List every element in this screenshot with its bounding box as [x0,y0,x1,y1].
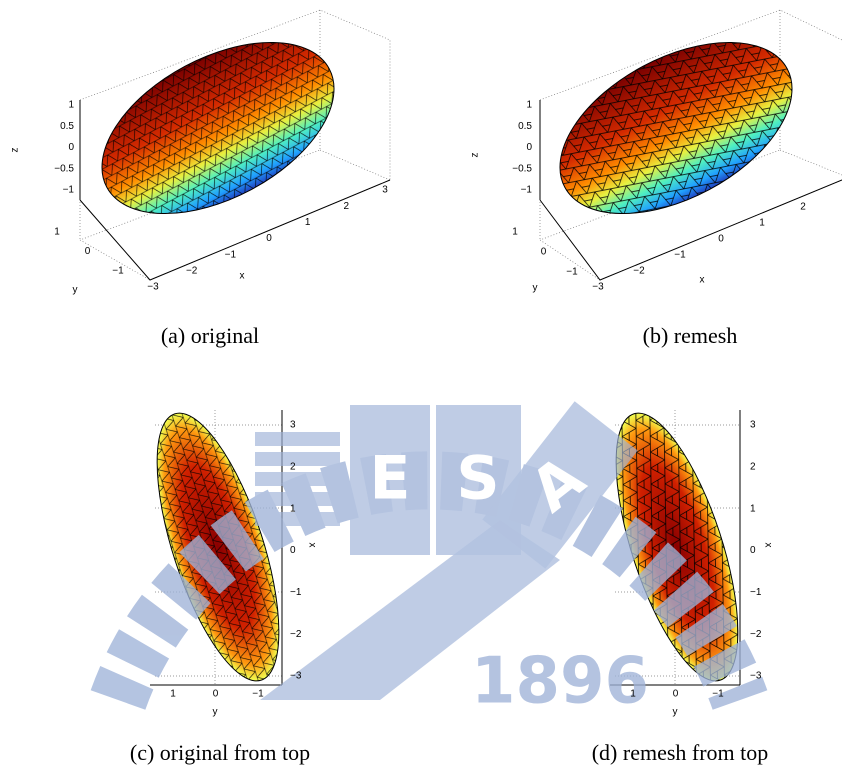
x-tick-label: −3 [147,282,159,293]
y-tick-label: −1 [252,689,264,700]
x-tick-label: 0 [266,233,272,244]
x-tick-label: 1 [290,503,296,514]
x-tick-label: −2 [750,629,762,640]
z-tick-label: −0.5 [54,163,74,174]
y-tick-label: −1 [712,689,724,700]
z-axis-label: z [470,153,481,158]
z-tick-label: 0 [526,142,532,153]
x-tick-label: 3 [750,420,756,431]
y-tick-label: 1 [512,227,518,238]
ellipsoid-a [74,7,362,249]
x-axis-label: x [700,275,705,286]
y-tick-label: −1 [112,266,124,277]
x-tick-label: 2 [750,461,756,472]
y-axis-label: y [673,707,678,718]
ellipsoid-b [532,7,820,249]
figure: E S A 1896 −3−2−1012310−110.50−0.5−1xyz(… [0,0,842,773]
x-tick-label: 2 [800,202,806,213]
y-axis-label: y [73,285,78,296]
y-tick-label: 0 [85,246,91,257]
x-tick-label: 0 [290,545,296,556]
x-tick-label: −1 [750,587,762,598]
z-tick-label: 1 [68,100,74,111]
x-tick-label: 3 [290,420,296,431]
z-tick-label: 0.5 [518,121,532,132]
z-tick-label: 0.5 [60,121,74,132]
y-axis-label: y [533,283,538,294]
x-tick-label: 0 [750,545,756,556]
x-tick-label: −3 [592,282,604,293]
y-tick-label: 0 [541,247,547,258]
y-tick-label: 1 [54,227,60,238]
x-tick-label: 2 [344,201,350,212]
x-tick-label: 1 [759,218,765,229]
x-tick-label: 1 [750,503,756,514]
z-tick-label: −1 [63,185,75,196]
x-tick-label: 0 [718,234,724,245]
y-tick-label: 1 [170,689,176,700]
z-axis-label: z [10,148,21,153]
caption: (c) original from top [130,740,310,765]
x-tick-label: −1 [290,587,302,598]
x-tick-label: 1 [305,217,311,228]
x-tick-label: −3 [290,671,302,682]
caption: (d) remesh from top [592,740,769,765]
z-tick-label: −0.5 [512,163,532,174]
x-axis-label: x [306,543,317,548]
y-tick-label: −1 [566,267,578,278]
y-tick-label: 1 [630,689,636,700]
watermark-letter: E [370,444,411,514]
watermark-letter: S [456,444,499,514]
x-tick-label: −1 [674,250,686,261]
x-tick-label: −1 [225,249,237,260]
x-tick-label: 2 [290,461,296,472]
z-tick-label: 0 [68,142,74,153]
y-axis-label: y [213,707,218,718]
x-tick-label: −2 [186,265,198,276]
x-tick-label: −2 [290,629,302,640]
x-tick-label: −3 [750,671,762,682]
x-tick-label: −2 [633,266,645,277]
caption: (a) original [161,323,259,348]
x-axis-label: x [762,543,773,548]
z-tick-label: 1 [526,100,532,111]
x-tick-label: 3 [382,185,388,196]
caption: (b) remesh [643,323,738,348]
y-tick-label: 0 [213,689,219,700]
y-tick-label: 0 [673,689,679,700]
watermark-year: 1896 [471,645,649,719]
x-axis-label: x [240,271,245,282]
z-tick-label: −1 [521,185,533,196]
